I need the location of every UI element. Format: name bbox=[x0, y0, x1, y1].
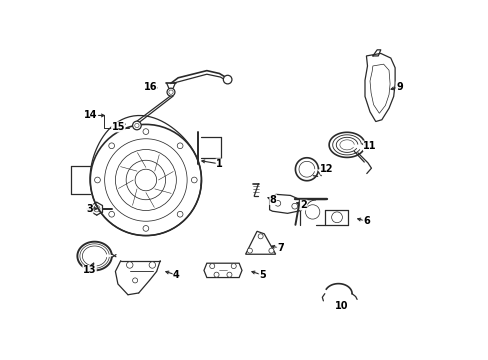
Circle shape bbox=[167, 88, 175, 96]
Text: 7: 7 bbox=[276, 243, 283, 253]
Circle shape bbox=[90, 125, 201, 235]
Text: 1: 1 bbox=[216, 159, 223, 169]
Text: 15: 15 bbox=[111, 122, 125, 132]
Text: 2: 2 bbox=[300, 200, 306, 210]
Circle shape bbox=[126, 262, 133, 268]
Circle shape bbox=[258, 234, 263, 239]
Circle shape bbox=[177, 143, 183, 149]
Text: 16: 16 bbox=[143, 82, 157, 92]
Circle shape bbox=[149, 262, 155, 268]
Circle shape bbox=[209, 264, 214, 269]
Text: 10: 10 bbox=[334, 301, 347, 311]
Text: 4: 4 bbox=[173, 270, 180, 280]
Circle shape bbox=[268, 248, 273, 253]
Circle shape bbox=[247, 248, 252, 253]
Text: 8: 8 bbox=[269, 195, 276, 205]
Polygon shape bbox=[364, 53, 394, 122]
Text: 14: 14 bbox=[84, 111, 98, 121]
Text: 11: 11 bbox=[363, 141, 376, 151]
Circle shape bbox=[177, 211, 183, 217]
Text: 5: 5 bbox=[259, 270, 265, 280]
Text: 12: 12 bbox=[320, 164, 333, 174]
Text: 13: 13 bbox=[82, 265, 96, 275]
Circle shape bbox=[223, 75, 231, 84]
Circle shape bbox=[94, 177, 100, 183]
Polygon shape bbox=[269, 194, 304, 213]
Circle shape bbox=[291, 203, 297, 209]
Circle shape bbox=[142, 129, 148, 134]
Text: 6: 6 bbox=[362, 216, 369, 226]
Polygon shape bbox=[203, 263, 242, 278]
Circle shape bbox=[142, 226, 148, 231]
Text: 3: 3 bbox=[86, 204, 93, 214]
Circle shape bbox=[108, 143, 114, 149]
Circle shape bbox=[274, 201, 280, 206]
Text: 9: 9 bbox=[395, 82, 402, 92]
Circle shape bbox=[132, 121, 141, 130]
Circle shape bbox=[214, 272, 219, 277]
Circle shape bbox=[226, 272, 231, 277]
Circle shape bbox=[108, 211, 114, 217]
Circle shape bbox=[191, 177, 197, 183]
Circle shape bbox=[132, 278, 137, 283]
Polygon shape bbox=[245, 231, 275, 254]
Circle shape bbox=[231, 264, 236, 269]
